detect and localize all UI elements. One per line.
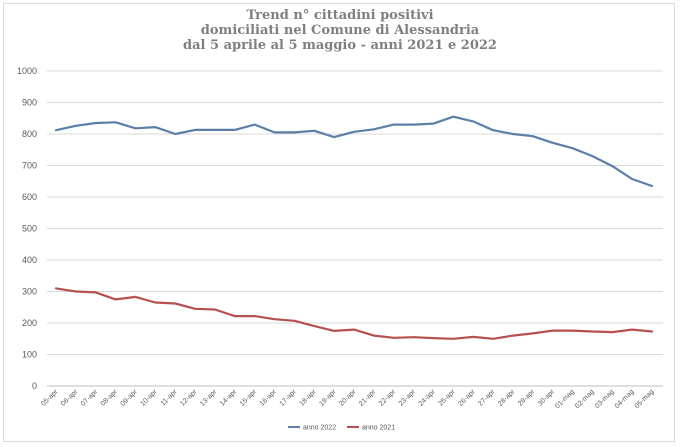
x-tick-label: 16-apr — [259, 388, 279, 408]
x-tick-label: 02-mag — [574, 388, 596, 410]
chart-title-line-2: domiciliati nel Comune di Alessandria — [200, 23, 480, 38]
x-tick-label: 28-apr — [497, 388, 517, 408]
legend-label-2: anno 2021 — [362, 425, 395, 432]
y-tick-label: 400 — [22, 255, 37, 265]
y-tick-label: 300 — [22, 287, 37, 297]
x-tick-label: 15-apr — [239, 388, 259, 408]
x-tick-label: 11-apr — [160, 388, 179, 407]
y-tick-label: 200 — [22, 318, 37, 328]
y-tick-label: 500 — [22, 224, 37, 234]
x-tick-label: 08-apr — [100, 388, 120, 408]
y-tick-label: 800 — [22, 129, 37, 139]
x-tick-label: 17-apr — [279, 388, 299, 408]
y-tick-label: 0 — [32, 381, 37, 391]
x-tick-label: 05-apr — [40, 388, 60, 408]
legend: anno 2022 anno 2021 — [288, 425, 395, 432]
x-tick-label: 04-mag — [614, 388, 636, 410]
x-tick-label: 10-apr — [139, 388, 159, 408]
x-tick-label: 26-apr — [457, 388, 477, 408]
x-tick-label: 20-apr — [338, 388, 358, 408]
x-axis-ticks: 05-apr 06-apr 07-apr 08-apr 09-apr 10-apr 11-a… — [40, 388, 655, 410]
x-tick-label: 06-apr — [60, 388, 80, 408]
series-line-1 — [54, 115, 654, 188]
x-tick-label: 19-apr — [318, 388, 338, 408]
x-tick-label: 14-apr — [219, 388, 239, 408]
y-axis-ticks: 0 100 200 300 400 500 600 700 800 900 1000 — [17, 66, 37, 391]
x-tick-label: 01-mag — [554, 388, 576, 410]
x-tick-label: 05-mag — [634, 388, 656, 410]
y-tick-label: 600 — [22, 192, 37, 202]
series-line-2 — [54, 287, 654, 340]
x-tick-label: 24-apr — [418, 388, 438, 408]
x-tick-label: 27-apr — [477, 388, 497, 408]
legend-label-1: anno 2022 — [303, 425, 336, 432]
y-tick-label: 1000 — [17, 66, 37, 76]
x-tick-label: 13-apr — [199, 388, 219, 408]
y-tick-label: 900 — [22, 98, 37, 108]
x-tick-label: 09-apr — [120, 388, 140, 408]
gridlines — [47, 70, 663, 387]
x-tick-label: 07-apr — [80, 388, 100, 408]
x-tick-label: 12-apr — [179, 388, 199, 408]
x-tick-label: 25-apr — [437, 388, 457, 408]
x-tick-label: 21-apr — [358, 388, 378, 408]
x-tick-label: 18-apr — [298, 388, 318, 408]
chart-title: Trend n° cittadini positivi domiciliati … — [0, 8, 680, 53]
series-lines — [54, 115, 654, 340]
y-tick-label: 100 — [22, 350, 37, 360]
chart-title-line-3: dal 5 aprile al 5 maggio - anni 2021 e 2… — [183, 38, 497, 53]
chart-title-line-1: Trend n° cittadini positivi — [246, 8, 434, 23]
x-tick-label: 23-apr — [398, 388, 418, 408]
x-tick-label: 03-mag — [594, 388, 616, 410]
x-tick-label: 22-apr — [378, 388, 398, 408]
y-tick-label: 700 — [22, 161, 37, 171]
x-tick-label: 29-apr — [517, 388, 537, 408]
chart-frame — [3, 3, 675, 442]
